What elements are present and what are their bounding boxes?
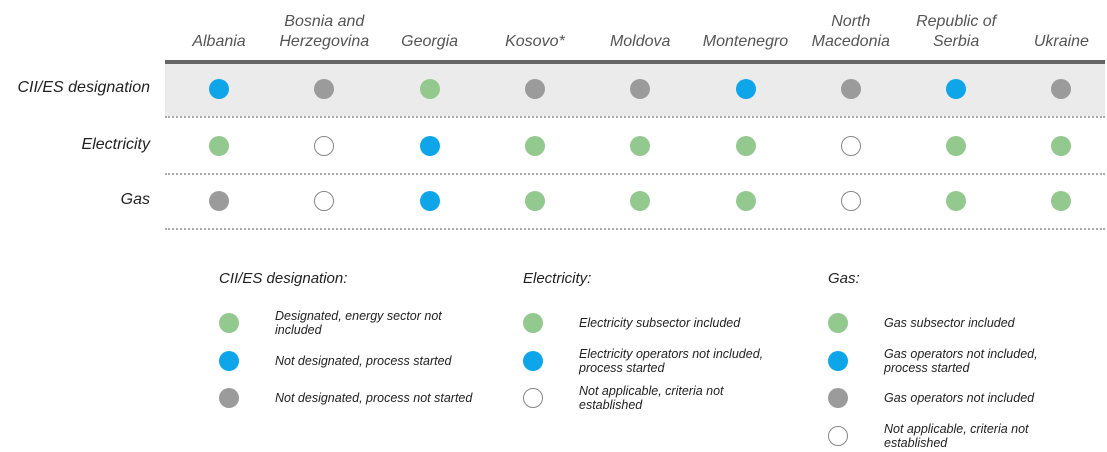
row-separator — [165, 173, 1105, 175]
row-separator — [165, 116, 1105, 118]
row-label: CII/ES designation — [17, 79, 150, 96]
status-dot — [735, 136, 756, 156]
column-header: Moldova — [609, 33, 671, 50]
status-dot — [735, 79, 756, 99]
status-dot — [524, 191, 545, 211]
legend-dot — [828, 426, 848, 447]
status-dot — [946, 191, 967, 211]
status-dot — [209, 191, 229, 211]
status-dot — [630, 191, 651, 211]
legend-label: Not designated, process started — [275, 353, 452, 368]
row-label: Electricity — [81, 136, 150, 153]
column-header: North Macedonia — [811, 13, 890, 50]
status-dot — [1051, 191, 1072, 211]
status-dot — [630, 136, 651, 156]
legend-title: Gas: — [828, 270, 860, 287]
column-header: Albania — [192, 33, 246, 50]
row-separator — [165, 228, 1105, 230]
legend-title: CII/ES designation: — [219, 270, 348, 287]
legend-dot — [219, 313, 239, 333]
status-dot — [314, 136, 335, 156]
status-dot — [419, 79, 440, 99]
status-dot — [419, 136, 440, 156]
legend-label: Gas subsector included — [884, 316, 1015, 330]
status-dot — [946, 79, 967, 99]
status-dot — [735, 191, 756, 211]
legend-label: Not designated, process not started — [275, 391, 473, 406]
legend-label: Electricity operators not included, proc… — [579, 346, 764, 375]
column-header: Bosnia and Herzegovina — [279, 13, 370, 50]
header-rule — [165, 60, 1105, 64]
legend-dot — [523, 388, 543, 409]
legend-dot — [523, 313, 543, 333]
legend-label: Gas operators not included — [884, 391, 1035, 406]
status-dot — [840, 191, 861, 211]
status-dot — [524, 79, 545, 99]
status-dot — [840, 136, 861, 156]
status-dot — [946, 136, 967, 156]
legend-title: Electricity: — [523, 270, 592, 287]
status-dot — [209, 136, 229, 156]
legend-dot — [828, 313, 848, 333]
status-dot — [419, 191, 440, 211]
legend-dot — [523, 350, 543, 371]
column-header: Georgia — [401, 33, 459, 50]
status-dot — [840, 79, 861, 99]
legend-label: Not applicable, criteria not established — [579, 384, 724, 413]
status-dot — [314, 191, 335, 211]
legend-label: Not applicable, criteria not established — [884, 422, 1029, 451]
legend-label: Designated, energy sector not included — [275, 309, 442, 337]
status-dot — [1051, 79, 1072, 99]
legend-label: Gas operators not included, process star… — [884, 346, 1038, 375]
status-dot — [209, 79, 229, 99]
status-dot — [524, 136, 545, 156]
legend-dot — [828, 350, 848, 371]
legend-dot — [219, 350, 239, 371]
column-header: Kosovo* — [505, 33, 565, 50]
status-dot — [1051, 136, 1072, 156]
status-dot — [314, 79, 335, 99]
row-label: Gas — [120, 191, 150, 208]
column-header: Ukraine — [1033, 33, 1089, 50]
column-header: Montenegro — [702, 33, 789, 50]
legend-label: Electricity subsector included — [579, 316, 741, 330]
column-header: Republic of Serbia — [916, 13, 997, 50]
status-dot — [630, 79, 651, 99]
legend-dot — [219, 388, 239, 409]
legend-dot — [828, 388, 848, 409]
